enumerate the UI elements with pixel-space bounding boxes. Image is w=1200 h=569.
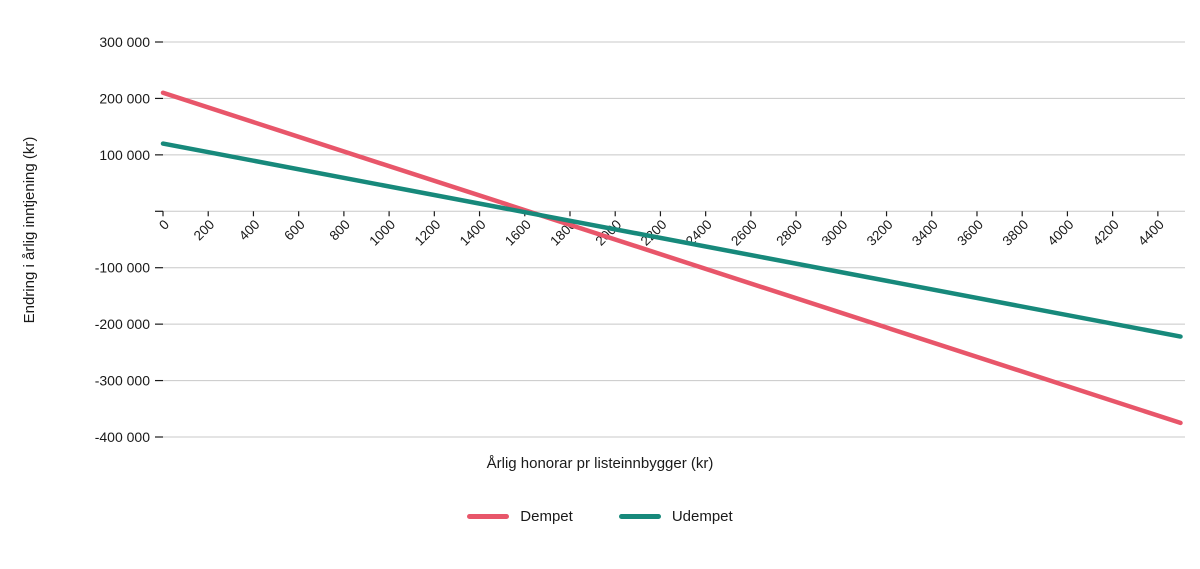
y-axis-title: Endring i årlig inntjening (kr): [21, 136, 38, 324]
legend-label-dempet: Dempet: [520, 508, 573, 525]
x-tick-label: 1200: [412, 217, 444, 249]
x-tick-label: 1600: [502, 217, 534, 249]
legend-item-dempet: Dempet: [467, 508, 573, 525]
x-tick-label: 3200: [864, 217, 896, 249]
x-tick-label: 2600: [728, 217, 760, 249]
x-tick-label: 3600: [954, 217, 986, 249]
series-line-udempet: [160, 141, 1183, 339]
legend-swatch-dempet: [467, 514, 510, 519]
legend-swatch-udempet: [618, 514, 661, 519]
x-tick-label: 200: [191, 217, 218, 244]
x-tick-label: 800: [326, 217, 353, 244]
legend: Dempet Udempet: [0, 508, 1200, 525]
y-tick-label: 100 000: [99, 147, 150, 163]
x-axis-title: Årlig honorar pr listeinnbygger (kr): [486, 455, 714, 472]
x-tick-label: 3400: [909, 217, 941, 249]
y-tick-label: 300 000: [99, 34, 150, 50]
x-tick-label: 600: [281, 217, 308, 244]
legend-label-udempet: Udempet: [671, 508, 733, 525]
x-tick-label: 400: [236, 217, 263, 244]
x-tick-label: 4000: [1045, 217, 1077, 249]
x-tick-label: 4200: [1090, 217, 1122, 249]
y-tick-label: 200 000: [99, 90, 150, 106]
x-tick-label: 4400: [1135, 217, 1167, 249]
y-tick-label: -100 000: [95, 260, 150, 276]
x-tick-label: 2800: [773, 217, 805, 249]
x-tick-label: 1400: [457, 217, 489, 249]
y-tick-label: -300 000: [95, 373, 150, 389]
series-line-dempet: [160, 90, 1183, 426]
y-tick-label: -400 000: [95, 429, 150, 445]
x-tick-label: 1000: [366, 217, 398, 249]
x-tick-label: 0: [156, 217, 172, 233]
x-tick-label: 3000: [819, 217, 851, 249]
x-tick-label: 3800: [999, 217, 1031, 249]
y-tick-label: -200 000: [95, 316, 150, 332]
legend-item-udempet: Udempet: [618, 508, 733, 525]
